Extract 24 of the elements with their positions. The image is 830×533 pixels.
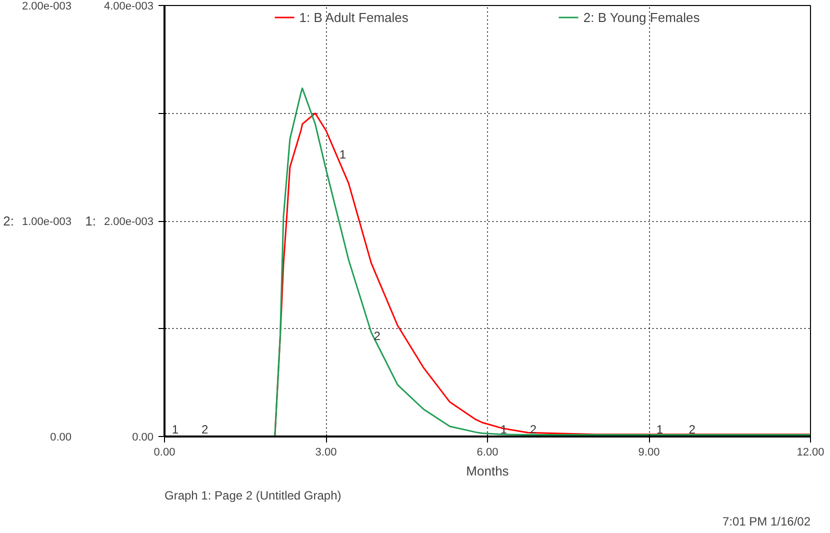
legend-label: 2: B Young Females: [583, 10, 700, 24]
text: 7:01 PM 1/16/02: [722, 514, 811, 528]
legend-label: 1: B Adult Females: [299, 10, 408, 24]
y-axis-title: 1:: [85, 214, 96, 228]
x-tick-label: 3.00: [315, 446, 337, 458]
annotation: 2: [202, 422, 209, 436]
y-tick-label: 4.00e-003: [104, 0, 154, 12]
x-axis-title: Months: [466, 464, 510, 478]
y2-axis-title: 2:: [3, 214, 14, 228]
x-tick-label: 0.00: [154, 446, 176, 458]
x-tick-label: 9.00: [638, 446, 660, 458]
y-tick-label: 2.00e-003: [104, 216, 154, 228]
y2-tick-label: 0.00: [50, 432, 72, 444]
y-tick-label: 0.00: [132, 432, 154, 444]
annotation: 2: [374, 328, 381, 343]
caption: Graph 1: Page 2 (Untitled Graph): [164, 488, 342, 502]
annotation: 1: [656, 422, 664, 436]
annotation: 1: [339, 148, 346, 162]
y2-tick-label: 1.00e-003: [22, 216, 72, 228]
annotation: 1: [172, 422, 179, 436]
annotation: 2: [688, 422, 696, 436]
x-tick-label: 12.00: [796, 446, 824, 458]
y2-tick-label: 2.00e-003: [22, 0, 72, 12]
x-tick-label: 6.00: [476, 446, 498, 458]
